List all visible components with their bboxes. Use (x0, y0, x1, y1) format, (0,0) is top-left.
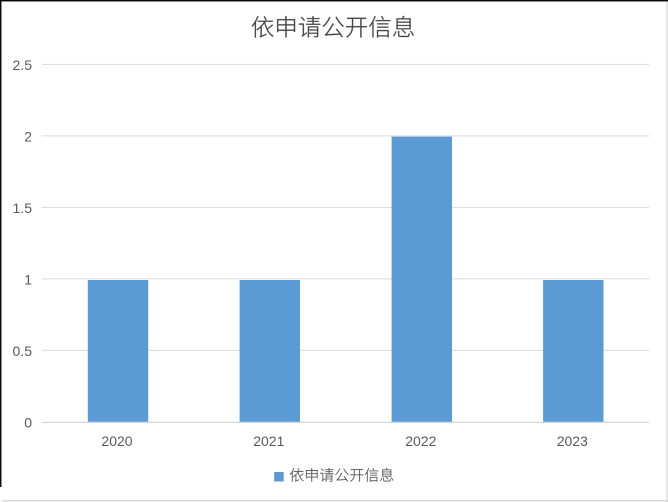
svg-text:2020: 2020 (101, 433, 132, 449)
svg-text:1.5: 1.5 (13, 200, 33, 216)
svg-text:0.5: 0.5 (13, 343, 33, 359)
svg-text:2021: 2021 (253, 433, 284, 449)
svg-text:2023: 2023 (557, 433, 588, 449)
svg-text:2: 2 (24, 128, 32, 144)
svg-text:1: 1 (24, 272, 32, 288)
svg-text:2022: 2022 (405, 433, 436, 449)
svg-text:2.5: 2.5 (13, 57, 33, 73)
svg-text:0: 0 (24, 415, 32, 431)
